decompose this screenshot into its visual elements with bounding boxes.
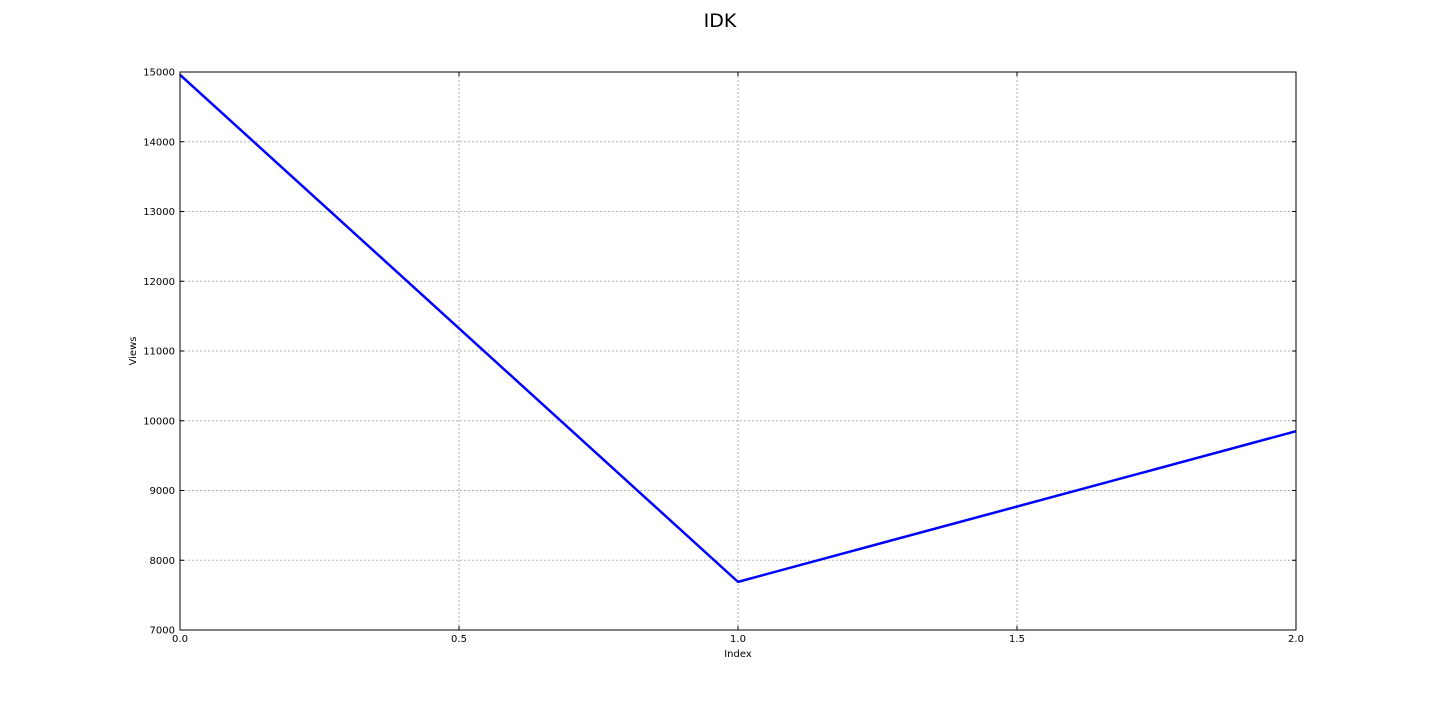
y-axis-label: Views (128, 337, 139, 366)
y-tick-label: 14000 (143, 137, 175, 148)
y-tick-label: 11000 (143, 347, 175, 358)
y-tick-label: 12000 (143, 277, 175, 288)
series-layer (179, 73, 1297, 584)
x-tick-label: 1.5 (1009, 634, 1025, 645)
x-tick-label: 0.0 (172, 634, 188, 645)
chart-title: IDK (703, 10, 737, 32)
y-tick-label: 10000 (143, 416, 175, 427)
x-axis-label: Index (724, 649, 752, 660)
y-tick-label: 8000 (150, 556, 175, 567)
y-tick-label: 15000 (143, 68, 175, 79)
tick-layer: 0.0 0.5 1.0 1.5 2.0 7000 8000 9000 10000 11000 120… (143, 68, 1304, 646)
y-tick-label: 13000 (143, 207, 175, 218)
series-line (179, 73, 1297, 584)
x-tick-label: 0.5 (451, 634, 467, 645)
y-tick-label: 7000 (150, 626, 175, 637)
x-tick-label: 2.0 (1288, 634, 1304, 645)
grid-layer (179, 71, 1297, 631)
x-tick-label: 1.0 (730, 634, 746, 645)
y-tick-label: 9000 (150, 486, 175, 497)
